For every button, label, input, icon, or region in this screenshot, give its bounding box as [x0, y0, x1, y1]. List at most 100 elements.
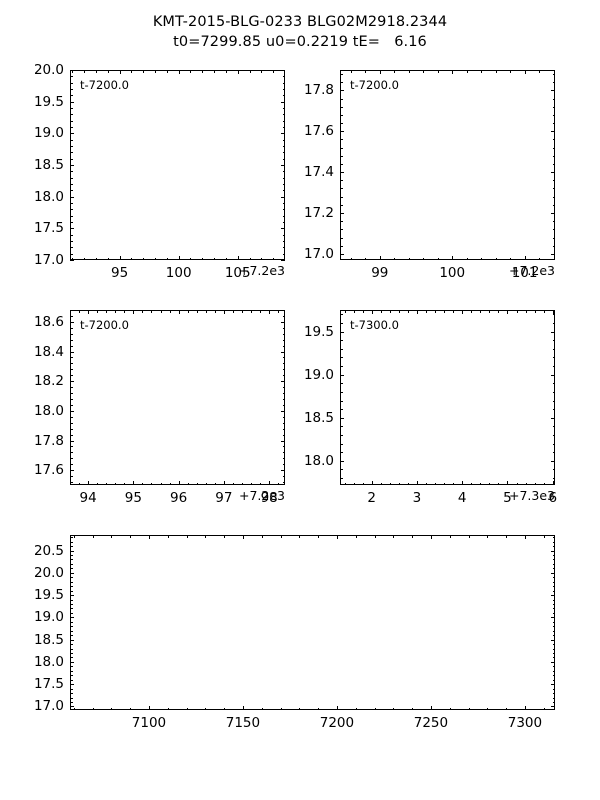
x-minor-tick — [543, 707, 545, 710]
x-minor-tick — [72, 257, 74, 260]
y-minor-tick — [70, 434, 73, 436]
y-minor-tick — [70, 327, 73, 329]
y-minor-tick — [70, 428, 73, 430]
y-minor-tick — [282, 209, 285, 211]
x-tick-mark — [336, 535, 338, 539]
x-minor-tick — [143, 70, 145, 73]
x-minor-tick — [151, 482, 153, 485]
x-minor-tick — [142, 310, 144, 313]
y-tick-mark — [281, 165, 285, 166]
y-minor-tick — [70, 339, 73, 341]
x-minor-tick — [489, 482, 491, 485]
y-tick-mark — [70, 321, 74, 323]
y-minor-tick — [340, 443, 343, 445]
x-minor-tick — [205, 482, 207, 485]
y-minor-tick — [70, 670, 73, 672]
x-minor-tick — [426, 310, 427, 313]
x-tick-label: 94 — [79, 490, 97, 506]
x-axis-offset-text: +7.3e3 — [509, 488, 555, 503]
y-minor-tick — [70, 114, 73, 116]
y-minor-tick — [282, 127, 285, 128]
x-minor-tick — [453, 310, 455, 313]
x-minor-tick — [107, 70, 109, 73]
y-tick-mark — [551, 90, 555, 92]
x-minor-tick — [506, 535, 508, 538]
y-tick-label: 19.0 — [33, 125, 64, 142]
x-tick-mark — [269, 481, 271, 485]
x-minor-tick — [131, 70, 133, 73]
x-minor-tick — [534, 310, 536, 313]
y-minor-tick — [282, 120, 285, 122]
y-tick-mark — [281, 70, 285, 71]
y-minor-tick — [282, 464, 285, 466]
y-minor-tick — [282, 315, 285, 317]
y-minor-tick — [282, 327, 285, 329]
y-minor-tick — [70, 612, 73, 614]
y-minor-tick — [340, 188, 343, 190]
x-tick-label: 6 — [548, 490, 558, 506]
x-minor-tick — [449, 707, 451, 710]
y-minor-tick — [552, 74, 555, 76]
x-minor-tick — [130, 707, 132, 710]
x-minor-tick — [426, 482, 427, 485]
x-minor-tick — [516, 310, 518, 313]
y-tick-mark — [70, 470, 74, 472]
y-tick-mark — [70, 706, 74, 708]
x-tick-mark — [237, 70, 239, 74]
x-tick-mark — [462, 310, 464, 314]
x-minor-tick — [160, 482, 162, 485]
y-minor-tick — [552, 196, 555, 198]
x-tick-mark — [269, 310, 271, 314]
y-minor-tick — [70, 127, 73, 128]
x-tick-mark — [379, 70, 381, 74]
y-minor-tick — [552, 322, 555, 324]
panel-top-left: 17.0 17.5 18.0 18.5 19.0 19.5 20.0 95 100 105 t-72… — [34, 62, 285, 281]
y-minor-tick — [70, 555, 73, 557]
y-minor-tick — [70, 653, 73, 654]
y-minor-tick — [282, 158, 285, 160]
x-tick-mark — [237, 256, 239, 260]
y-minor-tick — [552, 679, 555, 681]
y-minor-tick — [70, 577, 73, 579]
y-minor-tick — [552, 586, 555, 588]
x-tick-mark — [452, 256, 454, 260]
x-minor-tick — [344, 482, 346, 485]
y-minor-tick — [70, 375, 73, 377]
x-minor-tick — [166, 70, 168, 73]
y-minor-tick — [70, 215, 73, 217]
y-minor-tick — [340, 123, 343, 125]
y-minor-tick — [70, 608, 73, 610]
x-minor-tick — [365, 70, 367, 73]
y-tick-mark — [281, 196, 285, 198]
y-minor-tick — [340, 98, 343, 100]
y-tick-label: 17.6 — [303, 123, 334, 140]
x-tick-mark — [507, 481, 509, 485]
y-minor-tick — [282, 247, 285, 249]
y-minor-tick — [70, 209, 73, 211]
y-minor-tick — [340, 139, 343, 141]
y-tick-mark — [70, 572, 74, 574]
x-minor-tick — [84, 257, 86, 260]
y-minor-tick — [552, 114, 555, 116]
y-minor-tick — [552, 391, 555, 393]
y-minor-tick — [70, 586, 73, 588]
y-tick-label: 17.2 — [303, 205, 334, 221]
x-tick-mark — [379, 256, 381, 260]
y-tick-label: 17.6 — [33, 462, 64, 479]
x-tick-mark — [371, 481, 373, 485]
x-minor-tick — [167, 707, 169, 710]
y-minor-tick — [70, 626, 73, 628]
x-axis-offset-text: +7.2e3 — [239, 488, 285, 503]
x-minor-tick — [344, 310, 346, 313]
y-tick-mark — [340, 172, 344, 174]
y-minor-tick — [282, 476, 285, 478]
y-tick-mark — [340, 331, 344, 333]
y-tick-mark — [281, 228, 285, 230]
x-minor-tick — [539, 257, 541, 260]
y-tick-label: 18.0 — [33, 653, 64, 670]
x-tick-mark — [242, 535, 244, 539]
y-minor-tick — [70, 559, 73, 561]
y-minor-tick — [552, 635, 555, 637]
x-minor-tick — [187, 482, 189, 485]
x-minor-tick — [73, 707, 75, 710]
